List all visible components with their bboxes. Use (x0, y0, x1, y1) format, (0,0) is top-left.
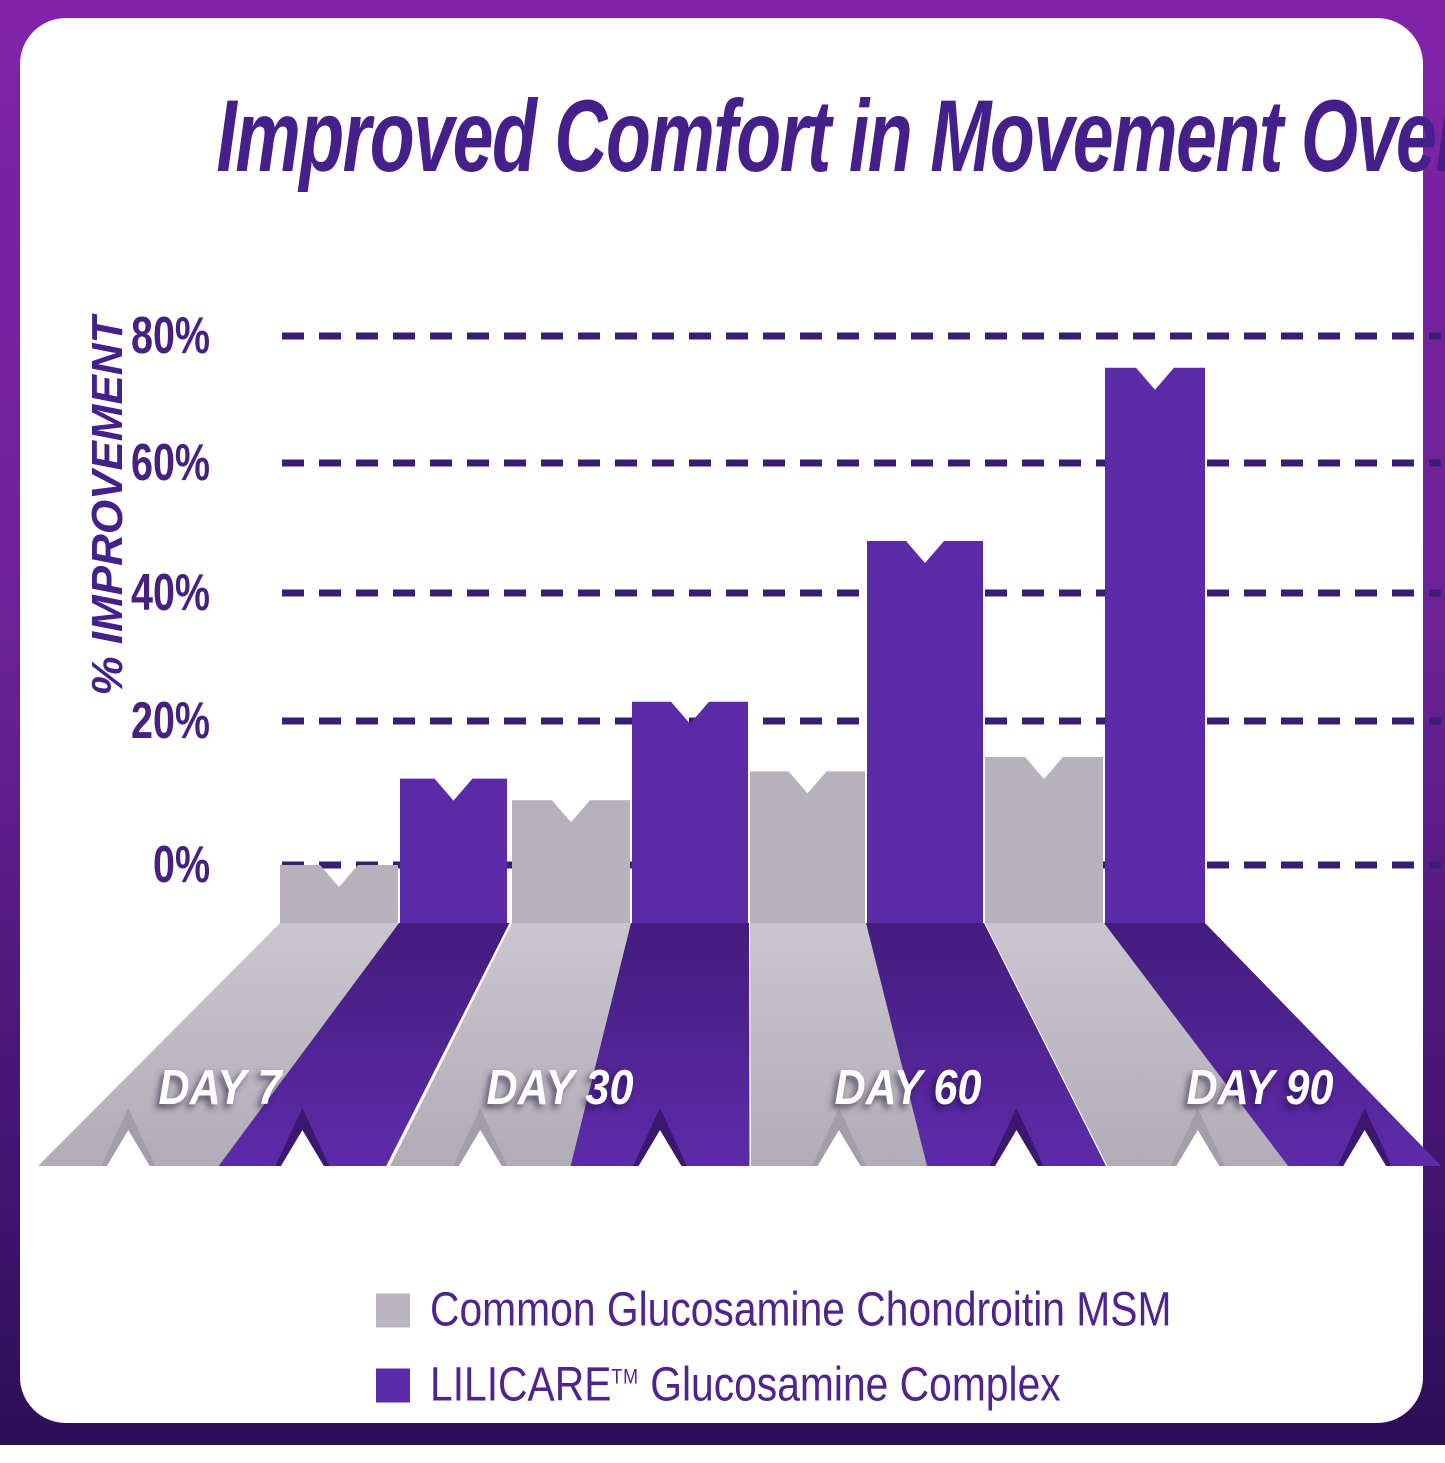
bar-chart-canvas (38, 332, 1442, 1167)
bar-common-day-60 (750, 771, 865, 923)
bar-common-day-7 (280, 865, 398, 923)
ramp-notch-common-3 (1175, 1130, 1220, 1167)
ramp-lilicare-2 (866, 923, 1107, 1166)
bar-common-day-30 (512, 800, 630, 923)
x-axis-label-day-7: DAY 7 (158, 1061, 282, 1115)
y-tick-label-80: 80% (130, 307, 210, 365)
y-tick-label-60: 60% (130, 434, 210, 492)
ramp-lilicare-1 (570, 923, 750, 1166)
ramp-lilicare-0 (218, 923, 510, 1166)
ramp-notch-lilicare-1 (638, 1130, 683, 1167)
y-tick-label-40: 40% (130, 564, 210, 622)
bar-lilicare-day-7 (400, 778, 507, 923)
bar-common-day-90 (985, 757, 1103, 923)
bar-lilicare-day-60 (867, 541, 983, 923)
ramp-notch-lilicare-3 (1342, 1130, 1387, 1167)
y-tick-label-0: 0% (152, 836, 210, 894)
x-axis-label-day-30: DAY 30 (486, 1061, 634, 1115)
ramp-lilicare-3 (1104, 923, 1442, 1166)
ramp-notch-common-2 (817, 1130, 862, 1167)
ramp-common-0 (38, 923, 399, 1166)
bar-lilicare-day-90 (1105, 367, 1205, 923)
bar-lilicare-day-30 (632, 701, 748, 923)
ramp-notch-lilicare-2 (994, 1130, 1039, 1167)
ramp-notch-common-0 (106, 1130, 151, 1167)
chart-card: Improved Comfort in Movement Over Time %… (20, 18, 1445, 1423)
ramp-notch-common-1 (458, 1130, 503, 1167)
ramp-notch-lilicare-0 (280, 1130, 325, 1167)
ramp-common-2 (750, 923, 928, 1166)
x-axis-label-day-60: DAY 60 (834, 1061, 982, 1115)
y-tick-label-20: 20% (130, 692, 210, 750)
x-axis-label-day-90: DAY 90 (1186, 1061, 1334, 1115)
ramp-common-3 (985, 923, 1289, 1166)
ramp-common-1 (389, 923, 631, 1166)
